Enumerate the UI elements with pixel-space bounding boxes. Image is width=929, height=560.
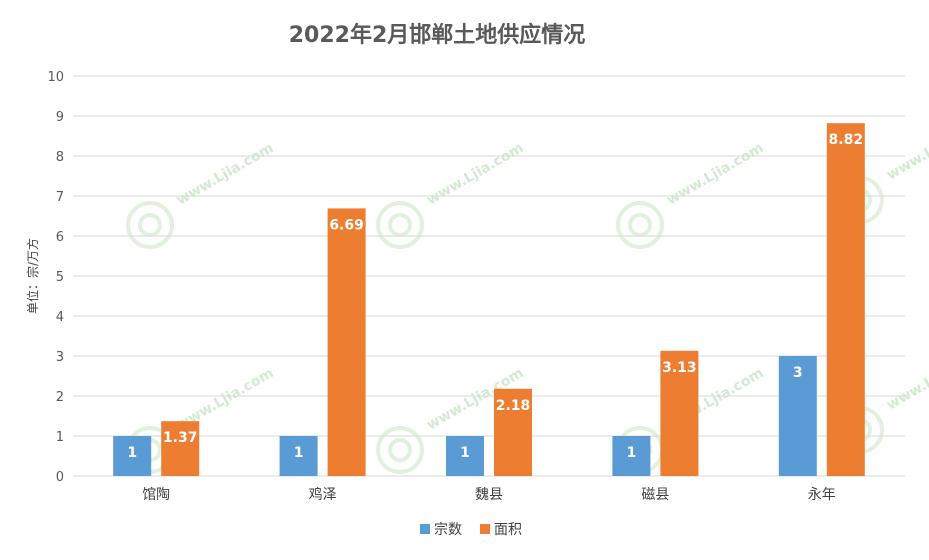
- y-tick-label: 7: [56, 190, 64, 205]
- bars: 1 1.37 1 6.69 1 2.18 1 3.13 3 8.82: [113, 123, 865, 476]
- watermark-text: www.Ljia.com: [174, 140, 276, 208]
- data-label: 1: [460, 445, 470, 461]
- bar-area: [494, 388, 532, 476]
- y-tick-label: 10: [47, 70, 64, 85]
- bar-area: [660, 350, 699, 476]
- bar-area: [826, 123, 865, 476]
- legend-label: 面积: [494, 522, 522, 538]
- snail-shell-outer: [376, 426, 424, 474]
- legend: 宗数 面积: [420, 522, 522, 538]
- watermark-text: www.Ljia.com: [664, 140, 766, 208]
- data-label: 1: [127, 445, 137, 461]
- y-tick-label: 9: [56, 110, 64, 125]
- data-label: 1.37: [163, 430, 198, 446]
- y-tick-label: 1: [56, 430, 64, 445]
- data-label: 1: [294, 445, 304, 461]
- bar-count: [446, 436, 484, 476]
- bar-count: [113, 436, 152, 476]
- legend-swatch: [420, 524, 430, 534]
- data-label: 3: [793, 365, 803, 381]
- snail-shell-inner: [628, 213, 652, 237]
- data-label: 1: [627, 445, 637, 461]
- gridlines: [73, 75, 905, 477]
- snail-shell-outer: [376, 201, 424, 249]
- snail-shell-inner: [388, 213, 412, 237]
- x-category-label: 永年: [808, 487, 836, 503]
- bar-area: [161, 421, 200, 476]
- y-axis-ticks: 0 1 2 3 4 5 6 7 8 9 10: [47, 70, 64, 485]
- y-axis-label: 单位：宗/万方: [25, 238, 40, 314]
- snail-shell-inner: [388, 438, 412, 462]
- y-tick-label: 3: [56, 350, 64, 365]
- x-category-label: 魏县: [475, 487, 503, 503]
- y-tick-label: 0: [56, 470, 64, 485]
- chart-title: 2022年2月邯郸土地供应情况: [289, 22, 586, 48]
- y-tick-label: 2: [56, 390, 64, 405]
- legend-swatch: [480, 524, 490, 534]
- bar-count: [279, 436, 318, 476]
- watermark-text: www.Ljia.com: [424, 140, 526, 208]
- x-category-label: 馆陶: [142, 487, 170, 503]
- watermark-text: www.Ljia.com: [884, 115, 929, 183]
- legend-label: 宗数: [434, 522, 462, 538]
- data-label: 3.13: [662, 360, 697, 376]
- x-axis-categories: 馆陶 鸡泽 魏县 磁县 永年: [142, 486, 836, 503]
- bar-count: [612, 436, 651, 476]
- data-label: 2.18: [496, 398, 531, 414]
- y-tick-label: 8: [56, 150, 64, 165]
- data-label: 8.82: [829, 132, 864, 148]
- y-tick-label: 4: [56, 310, 64, 325]
- snail-shell-outer: [126, 201, 174, 249]
- x-category-label: 磁县: [641, 487, 669, 503]
- bar-count: [778, 356, 817, 476]
- x-category-label: 鸡泽: [309, 486, 337, 503]
- y-tick-label: 5: [56, 270, 64, 285]
- bar-area: [327, 208, 366, 476]
- y-tick-label: 6: [56, 230, 64, 245]
- snail-shell-outer: [616, 201, 664, 249]
- data-label: 6.69: [329, 217, 364, 233]
- snail-shell-inner: [138, 213, 162, 237]
- watermark-text: www.Ljia.com: [884, 345, 929, 413]
